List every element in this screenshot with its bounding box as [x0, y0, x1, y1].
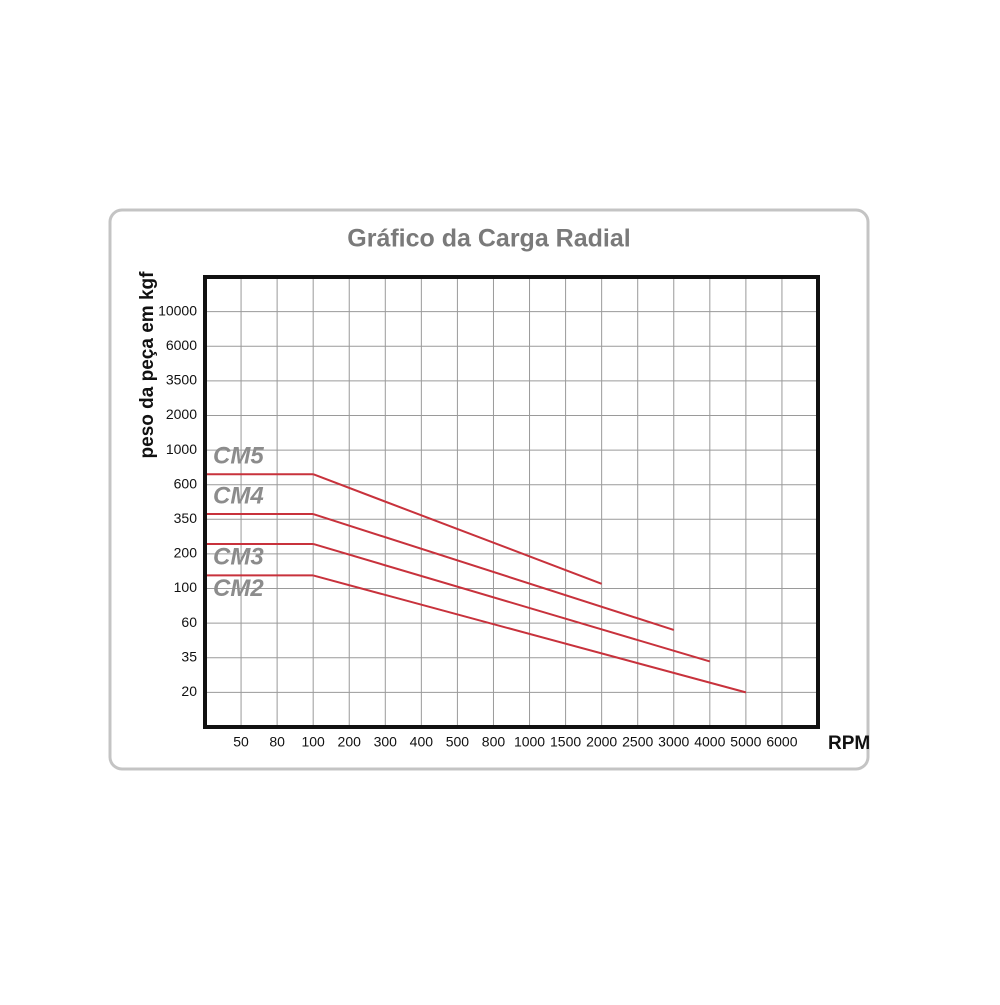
y-tick-label: 600: [174, 475, 198, 491]
y-tick-label: 350: [174, 510, 198, 526]
plot-border: [203, 275, 820, 729]
x-tick-label: 300: [374, 734, 398, 750]
y-tick-label: 3500: [166, 372, 197, 388]
y-tick-label: 1000: [166, 441, 197, 457]
y-tick-label: 60: [181, 614, 197, 630]
y-axis-label: peso da peça em kgf: [137, 271, 158, 459]
series-line: [312, 574, 747, 694]
x-tick-label: 3000: [658, 734, 689, 750]
y-tick-label: 100: [174, 579, 198, 595]
x-tick-label: 100: [301, 734, 325, 750]
series-line: [312, 513, 675, 631]
frame: [108, 208, 870, 771]
y-tick-label: 10000: [158, 302, 197, 318]
y-tick-label: 2000: [166, 406, 197, 422]
series-line: [312, 542, 711, 663]
x-tick-label: 2000: [586, 734, 617, 750]
x-tick-label: 50: [233, 734, 249, 750]
x-tick-label: 400: [410, 734, 434, 750]
y-tick-label: 200: [174, 545, 198, 561]
series-label: CM3: [213, 543, 264, 570]
series-line: [312, 473, 603, 585]
x-tick-label: 1500: [550, 734, 581, 750]
y-tick-label: 20: [181, 683, 197, 699]
x-tick-label: 2500: [622, 734, 653, 750]
y-tick-label: 6000: [166, 337, 197, 353]
x-tick-label: 4000: [694, 734, 725, 750]
x-tick-label: 200: [338, 734, 362, 750]
chart-title: Gráfico da Carga Radial: [347, 225, 630, 253]
x-tick-label: 500: [446, 734, 470, 750]
x-tick-label: 800: [482, 734, 506, 750]
y-tick-label: 35: [181, 648, 197, 664]
x-tick-label: 5000: [730, 734, 761, 750]
x-axis-label: RPM: [828, 733, 870, 754]
x-tick-label: 1000: [514, 734, 545, 750]
x-tick-label: 80: [269, 734, 285, 750]
series-label: CM4: [213, 482, 264, 509]
x-tick-label: 6000: [766, 734, 797, 750]
series-label: CM2: [213, 575, 264, 602]
series-label: CM5: [213, 443, 264, 470]
